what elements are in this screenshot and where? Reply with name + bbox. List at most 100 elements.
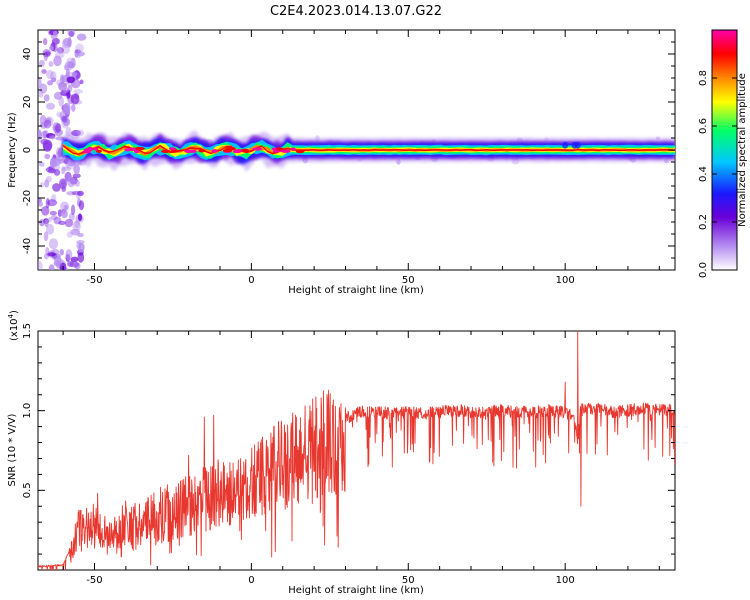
- noise-blob: [42, 49, 52, 58]
- noise-blob: [70, 204, 76, 216]
- noise-blob: [61, 166, 66, 175]
- noise-blob: [47, 252, 56, 257]
- noise-blob: [72, 173, 81, 179]
- x-tick-label: 0: [248, 575, 254, 586]
- snr-y-multiplier: (x104): [7, 310, 20, 341]
- noise-blob: [76, 190, 84, 197]
- noise-blob: [43, 253, 49, 260]
- y-tick-label: 1.0: [22, 403, 33, 419]
- hot-spot: [168, 147, 177, 151]
- noise-blob: [75, 43, 84, 53]
- noise-blob: [64, 60, 74, 71]
- noise-blob: [57, 147, 64, 157]
- hot-spot: [198, 149, 206, 153]
- noise-blob: [66, 76, 76, 84]
- noise-blob: [61, 44, 71, 55]
- noise-blob: [60, 201, 69, 212]
- hot-spot: [82, 150, 92, 154]
- noise-blob: [49, 135, 56, 140]
- noise-blob: [52, 30, 58, 36]
- noise-blob: [49, 210, 57, 216]
- hot-spot: [133, 149, 140, 154]
- noise-blob: [53, 168, 61, 176]
- noise-blob: [44, 117, 52, 124]
- noise-blob: [48, 264, 55, 270]
- y-tick-label: 40: [22, 48, 33, 61]
- noise-blob: [62, 37, 72, 47]
- noise-blob: [65, 249, 73, 260]
- noise-blob: [41, 130, 48, 139]
- noise-blob: [66, 57, 75, 63]
- noise-blob: [49, 45, 54, 51]
- x-tick-label: -50: [86, 275, 102, 286]
- colorbar-ticks: 0.0 0.2 0.4 0.6 0.8: [698, 70, 737, 278]
- noise-blob: [61, 115, 68, 123]
- hot-spot: [232, 149, 242, 154]
- colorbar-tick-label: 0.0: [698, 262, 709, 278]
- noise-blob: [71, 129, 81, 137]
- noise-blob: [56, 112, 62, 118]
- figure-title: C2E4.2023.014.13.07.G22: [270, 4, 442, 19]
- y-tick-label: 20: [22, 96, 33, 109]
- hot-spot: [290, 147, 296, 151]
- noise-blob: [40, 181, 45, 188]
- spectrogram-x-axis-label: Height of straight line (km): [288, 285, 424, 296]
- noise-blob: [43, 94, 50, 102]
- noise-blob: [52, 183, 61, 192]
- hot-spot: [295, 149, 305, 154]
- noise-blob: [71, 103, 76, 112]
- noise-blob: [45, 247, 50, 256]
- noise-blob: [63, 87, 70, 93]
- noise-blob: [70, 256, 79, 263]
- noise-blob: [55, 136, 65, 141]
- hot-spot: [276, 147, 284, 151]
- noise-blob: [59, 248, 65, 256]
- colorbar-tick-label: 0.4: [698, 166, 709, 182]
- noise-blob: [38, 161, 45, 167]
- noise-blob: [70, 93, 80, 105]
- noise-blob: [64, 218, 74, 228]
- hot-spot: [574, 141, 581, 149]
- noise-blob: [38, 201, 44, 207]
- hot-spot: [252, 147, 263, 151]
- noise-blob: [61, 209, 68, 219]
- snr-x-axis-label: Height of straight line (km): [288, 585, 424, 596]
- noise-blob: [67, 261, 74, 267]
- noise-blob: [74, 49, 81, 54]
- snr-y-multiplier-exp: 4: [7, 313, 15, 318]
- noise-blob: [46, 116, 54, 127]
- hot-spot: [280, 149, 291, 153]
- noise-blob: [47, 80, 54, 86]
- noise-blob: [74, 180, 80, 187]
- spectrogram-y-ticks: -40 -20 0 20 40: [22, 41, 675, 259]
- noise-blob: [58, 96, 65, 107]
- noise-blob: [50, 71, 57, 82]
- noise-blob: [45, 51, 51, 56]
- noise-blob: [47, 217, 52, 223]
- noise-blob: [79, 79, 84, 85]
- hot-spot: [224, 147, 233, 151]
- noise-blob: [56, 47, 65, 54]
- hot-spot: [124, 148, 132, 152]
- noise-blob: [42, 38, 48, 46]
- hot-spot: [136, 146, 145, 151]
- snr-y-axis-label: SNR (10 * V/V): [7, 413, 18, 486]
- colorbar-label: Normalized spectral amplitude: [737, 73, 748, 227]
- noise-blob: [41, 205, 50, 216]
- noise-blob: [66, 191, 76, 196]
- spectrogram-x-ticks: -50 0 50 100: [62, 30, 660, 286]
- x-tick-label: 50: [402, 575, 415, 586]
- noise-blob: [44, 179, 50, 188]
- noise-blob: [77, 213, 83, 222]
- noise-blob: [76, 129, 85, 136]
- noise-blob: [70, 228, 81, 236]
- noise-blob: [46, 69, 54, 80]
- y-tick-label: 1.5: [22, 323, 33, 339]
- noise-blob: [76, 239, 85, 244]
- svg-text:(x104): (x104): [7, 310, 20, 341]
- noise-blob: [45, 102, 56, 110]
- spectrogram-panel: -50 0 50 100 -40 -20 0 20 40 Height of straight…: [7, 29, 676, 296]
- hot-spot: [184, 149, 194, 153]
- noise-blob: [76, 33, 87, 41]
- y-tick-label: -20: [22, 190, 33, 206]
